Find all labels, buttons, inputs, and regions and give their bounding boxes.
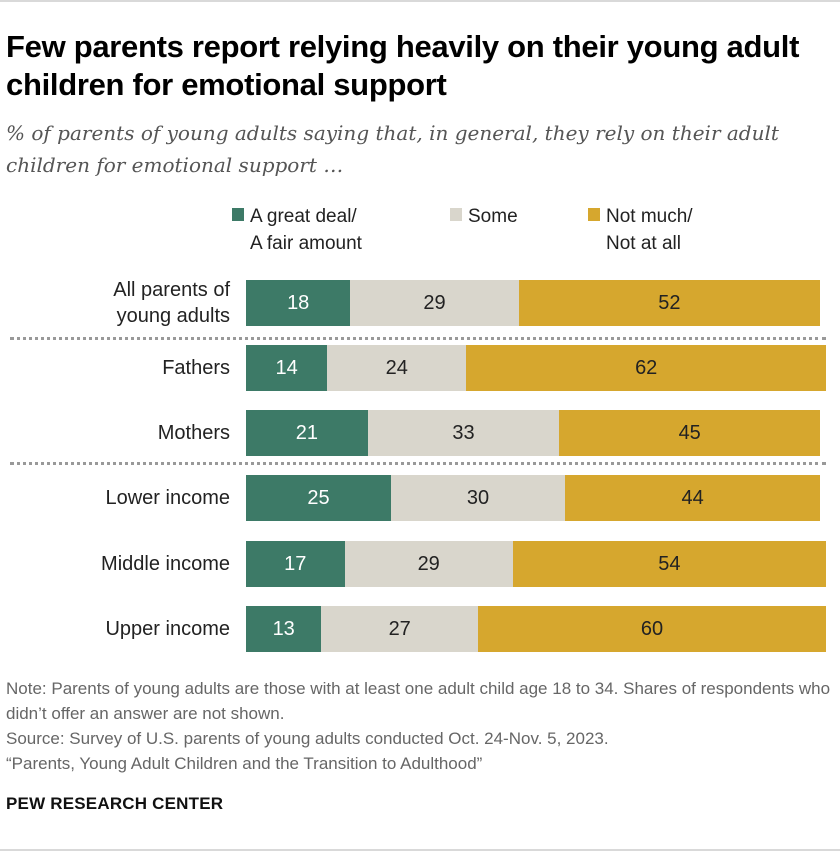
legend-item-notmuch: Not much/ Not at all bbox=[606, 203, 693, 257]
data-label: 14 bbox=[275, 356, 298, 379]
bar-segment-notmuch: 45 bbox=[559, 410, 821, 456]
row-label: Upper income bbox=[105, 618, 230, 640]
data-label: 25 bbox=[307, 486, 330, 509]
chart-notes: Note: Parents of young adults are those … bbox=[6, 676, 836, 776]
legend-swatch-great bbox=[232, 208, 244, 221]
chart-title: Few parents report relying heavily on th… bbox=[6, 29, 800, 102]
bottom-rule bbox=[0, 849, 840, 851]
bar-segment-some: 33 bbox=[367, 410, 560, 456]
data-label: 18 bbox=[287, 291, 310, 314]
source-text: Source: Survey of U.S. parents of young … bbox=[6, 729, 609, 748]
bar-segment-great: 17 bbox=[246, 541, 345, 587]
group-divider bbox=[10, 337, 826, 340]
row-label: Fathers bbox=[162, 357, 230, 379]
data-label: 33 bbox=[452, 421, 475, 444]
bar-segment-notmuch: 52 bbox=[518, 280, 821, 326]
group-divider bbox=[10, 462, 826, 465]
bar-segment-notmuch: 44 bbox=[565, 475, 821, 521]
chart-subtitle: % of parents of young adults saying that… bbox=[6, 121, 779, 177]
data-label: 21 bbox=[295, 421, 319, 444]
legend-label-great: A great deal/ A fair amount bbox=[250, 206, 362, 254]
bar-segment-some: 29 bbox=[350, 280, 519, 326]
bar-segment-great: 18 bbox=[246, 280, 351, 326]
row-label: Lower income bbox=[105, 487, 230, 509]
data-label: 54 bbox=[658, 552, 681, 575]
bar-segment-some: 27 bbox=[321, 606, 478, 652]
data-label: 13 bbox=[272, 617, 295, 640]
data-label: 44 bbox=[681, 486, 704, 509]
legend-label-some: Some bbox=[468, 206, 518, 227]
data-label: 62 bbox=[635, 356, 658, 379]
legend-swatch-notmuch bbox=[588, 208, 600, 221]
data-label: 29 bbox=[417, 552, 440, 575]
data-label: 24 bbox=[385, 356, 408, 379]
row-label: Middle income bbox=[101, 553, 230, 575]
data-label: 60 bbox=[640, 617, 664, 640]
data-label: 30 bbox=[466, 486, 490, 509]
legend-item-great: A great deal/ A fair amount bbox=[250, 203, 362, 257]
bar-segment-some: 29 bbox=[344, 541, 513, 587]
bar-segment-great: 14 bbox=[246, 345, 328, 391]
bar-segment-great: 13 bbox=[246, 606, 322, 652]
bar-segment-notmuch: 62 bbox=[466, 345, 826, 391]
bar-segment-some: 24 bbox=[327, 345, 467, 391]
row-label: Mothers bbox=[157, 422, 230, 444]
legend-swatch-some bbox=[450, 208, 462, 221]
data-label: 52 bbox=[658, 291, 681, 314]
data-label: 17 bbox=[284, 552, 307, 575]
bar-segment-some: 30 bbox=[391, 475, 565, 521]
data-label: 29 bbox=[423, 291, 446, 314]
bar-segment-notmuch: 60 bbox=[478, 606, 826, 652]
note-text: Note: Parents of young adults are those … bbox=[6, 679, 831, 723]
bar-segment-notmuch: 54 bbox=[512, 541, 826, 587]
bar-segment-great: 21 bbox=[246, 410, 368, 456]
row-label: All parents of young adults bbox=[113, 279, 230, 327]
data-label: 45 bbox=[678, 421, 701, 444]
data-label: 27 bbox=[388, 617, 411, 640]
brand-logo-text: PEW RESEARCH CENTER bbox=[6, 794, 224, 813]
top-rule bbox=[0, 0, 840, 2]
legend-label-notmuch: Not much/ Not at all bbox=[606, 206, 693, 254]
legend-item-some: Some bbox=[468, 203, 518, 230]
bar-segment-great: 25 bbox=[246, 475, 391, 521]
report-title: “Parents, Young Adult Children and the T… bbox=[6, 754, 483, 773]
